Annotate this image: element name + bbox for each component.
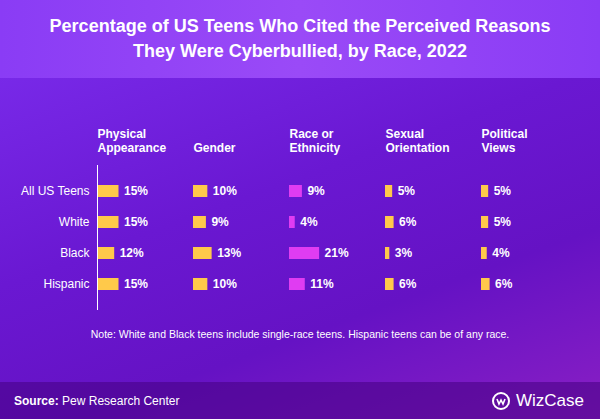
svg-text:3%: 3% [395, 246, 413, 260]
svg-text:Race orEthnicity: Race orEthnicity [290, 127, 341, 155]
html-text:Percentage of US Teens Who Cit: Percentage of US Teens Who Cited the Per… [49, 16, 551, 61]
svg-text:12%: 12% [120, 246, 144, 260]
svg-text:Gender: Gender [194, 141, 236, 155]
svg-text:4%: 4% [300, 215, 318, 229]
svg-text:5%: 5% [494, 184, 512, 198]
svg-text:15%: 15% [124, 184, 148, 198]
svg-text:5%: 5% [398, 184, 416, 198]
svg-text:9%: 9% [307, 184, 325, 198]
svg-text:15%: 15% [124, 277, 148, 291]
svg-text:15%: 15% [124, 215, 148, 229]
svg-text:White: White [59, 215, 90, 229]
svg-text:13%: 13% [217, 246, 241, 260]
svg-text:5%: 5% [494, 215, 512, 229]
svg-text:Black: Black [60, 246, 90, 260]
svg-text:PhysicalAppearance: PhysicalAppearance [98, 127, 167, 155]
svg-text:4%: 4% [492, 246, 510, 260]
svg-text:6%: 6% [399, 277, 417, 291]
svg-text:11%: 11% [310, 277, 334, 291]
svg-text:10%: 10% [213, 277, 237, 291]
html-text:Note: White and Black teens in: Note: White and Black teens include sing… [90, 328, 510, 340]
html-text:WizCase: WizCase [516, 390, 584, 410]
html-text:Source: Pew Research Center: Source: Pew Research Center [14, 393, 180, 408]
svg-text:All US Teens: All US Teens [21, 184, 89, 198]
svg-text:21%: 21% [325, 246, 349, 260]
svg-text:6%: 6% [399, 215, 417, 229]
svg-text:6%: 6% [495, 277, 513, 291]
svg-text:PoliticalViews: PoliticalViews [482, 127, 528, 155]
svg-text:9%: 9% [211, 215, 229, 229]
svg-text:Hispanic: Hispanic [43, 277, 89, 291]
svg-text:10%: 10% [213, 184, 237, 198]
svg-text:SexualOrientation: SexualOrientation [386, 127, 450, 155]
